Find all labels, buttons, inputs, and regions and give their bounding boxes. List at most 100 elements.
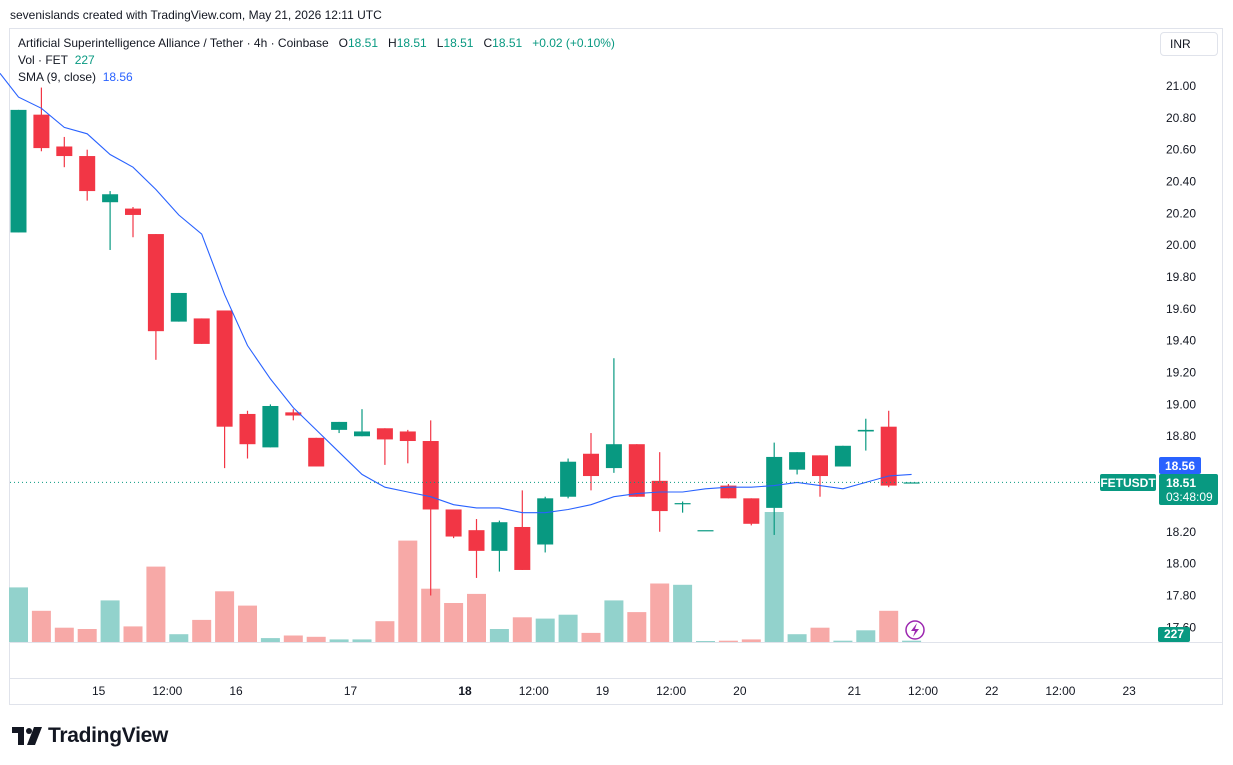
candle [560,458,577,499]
y-tick-label: 21.00 [1166,79,1196,93]
sma-price-tag: 18.56 [1159,457,1201,474]
candle [125,206,141,238]
candle-body [56,146,73,157]
volume-tag-bg [1158,627,1190,642]
legend-ohlc-row: Artificial Superintelligence Alliance / … [18,35,615,52]
candle-body [491,522,508,551]
candle [857,418,874,451]
last-price-tag-bg [1159,474,1218,505]
x-tick-label: 23 [1122,684,1136,698]
sma-value: 18.56 [102,70,133,84]
volume-bar [31,610,51,642]
x-tick-label: 16 [229,684,243,698]
x-tick-label: 12:00 [1045,684,1075,698]
candle-body [239,413,256,445]
candle-body [605,444,622,469]
volume-bar [696,641,715,642]
volume-bar [787,634,807,642]
candle [216,310,233,469]
volume-bar [673,584,693,642]
y-tick-label: 20.40 [1166,175,1196,189]
candle [399,429,416,464]
volume-bar [718,640,738,642]
legend-sma-row[interactable]: SMA (9, close) 18.56 [18,69,615,86]
candle [537,496,554,553]
candle [743,498,760,526]
volume-bar [512,617,532,642]
candle [514,490,531,570]
candle-body [628,444,645,497]
candle [56,136,73,168]
candle [331,421,348,434]
volume-bar [879,610,899,642]
candle-body [354,431,370,437]
candle-body [10,109,27,233]
symbol-tag: FETUSDT [1100,474,1156,491]
volume-bar [306,636,326,642]
legend-volume-row[interactable]: Vol · FET 227 [18,52,615,69]
volume-bar [489,629,509,642]
lightning-icon [905,620,925,640]
candle [628,444,645,497]
volume-bar [375,621,395,642]
volume-bar [856,630,876,642]
candle [720,484,737,499]
candle-body [560,461,577,497]
y-tick-label: 19.40 [1166,334,1196,348]
x-tick-label: 17 [344,684,358,698]
candle-body [583,453,599,477]
volume-bar [77,629,97,642]
candle-body [743,498,760,524]
volume-bar [810,627,830,642]
currency-button[interactable]: INR [1160,32,1218,56]
y-tick-label: 20.20 [1166,206,1196,220]
sma-line [0,72,912,514]
volume-bar [421,588,441,642]
candle-body [102,194,119,203]
candle-body [125,208,141,215]
candle-body [812,455,828,477]
volume-bar [398,540,418,642]
volume-bar [902,640,922,642]
y-tick-label: 19.60 [1166,302,1196,316]
volume-bar [238,605,257,642]
candle-body [147,234,164,332]
y-axis: 21.00 20.80 20.60 20.40 20.20 20.00 19.80 19.60… [1166,79,1196,634]
tradingview-logo-text: TradingView [48,724,169,747]
tradingview-logo[interactable]: TradingView [12,724,168,748]
candle-body [537,498,554,545]
symbol-tag-text: FETUSDT [1100,476,1156,490]
volume-bar [650,583,670,642]
volume-bar [741,639,761,642]
x-tick-label: 12:00 [519,684,549,698]
volume-bar [604,600,624,642]
candle [79,149,96,201]
volume-bar [260,638,280,642]
candle [812,455,828,497]
open-label: O [338,36,348,50]
volume-bar [169,634,189,642]
candle [33,87,50,152]
candle-body [376,428,393,440]
y-tick-label: 17.80 [1166,588,1196,602]
volume-bar [9,587,28,642]
candle-body [79,156,96,192]
x-axis: 15 12:00 16 17 18 12:00 19 12:00 20 21 12:00 22 12:0… [10,678,1222,698]
y-tick-label: 19.20 [1166,366,1196,380]
symbol-description[interactable]: Artificial Superintelligence Alliance / … [18,36,329,50]
volume-bar [329,639,349,642]
x-tick-label: 20 [733,684,747,698]
y-tick-label: 18.80 [1166,429,1196,443]
y-tick-label: 20.00 [1166,238,1196,252]
volume-label: Vol · FET [18,53,69,67]
tradingview-logo-icon [12,727,42,745]
candle-body [262,405,279,448]
volume-tag-text: 227 [1164,627,1184,641]
volume-bar [100,600,120,642]
candle [445,509,462,539]
candle-body [651,480,668,512]
close-label: C [483,36,493,50]
candle-body [468,530,485,551]
sma-price-tag-text: 18.56 [1165,459,1195,473]
